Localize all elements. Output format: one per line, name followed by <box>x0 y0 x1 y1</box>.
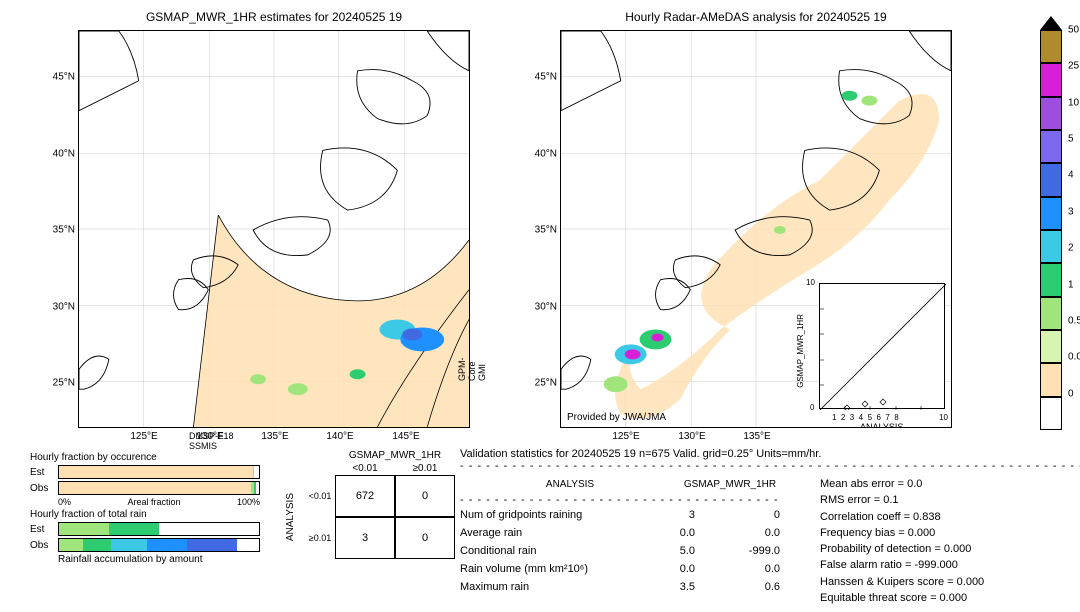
map-left-svg <box>79 31 469 427</box>
occ-obs-label: Obs <box>30 483 58 494</box>
stats-table: Num of gridpoints raining30Average rain0… <box>460 506 780 596</box>
tick: 145°E <box>392 427 419 442</box>
occ-axis-r: 100% <box>237 497 260 507</box>
occ-est-bar <box>58 465 260 479</box>
ct-cell-01: 0 <box>395 475 455 517</box>
tick: 40°N <box>53 149 79 160</box>
stats-dash2: - - - - - - - - - - - - - - - - - - - - … <box>460 494 780 506</box>
tr-est-label: Est <box>30 524 58 535</box>
tick: 45°N <box>535 72 561 83</box>
stats-colhead-a: ANALYSIS <box>530 476 610 494</box>
totalrain-title: Hourly fraction of total rain <box>30 509 260 520</box>
tick: 130°E <box>678 427 705 442</box>
stats-block: Validation statistics for 20240525 19 n=… <box>460 448 1080 606</box>
tick: 25°N <box>535 378 561 389</box>
sat-note-gmi: GPM-CoreGMI <box>457 358 487 382</box>
stats-dash: - - - - - - - - - - - - - - - - - - - - … <box>460 460 1080 472</box>
sat-note-ssmis: DMSP-F18SSMIS <box>189 431 234 451</box>
tick: 35°N <box>535 225 561 236</box>
tick: 140°E <box>326 427 353 442</box>
stats-metrics: Mean abs error = 0.0RMS error = 0.1Corre… <box>820 476 984 606</box>
scatter-ylabel: GSMAP_MWR_1HR <box>796 314 805 388</box>
tick: 125°E <box>612 427 639 442</box>
scatter-xtick: 10 <box>939 413 948 422</box>
map-right: 10 0 10 ANALYSIS GSMAP_MWR_1HR 1 2 3 4 5… <box>560 30 952 428</box>
ct-cell-11: 0 <box>395 517 455 559</box>
occ-est-label: Est <box>30 467 58 478</box>
ct-title: GSMAP_MWR_1HR <box>335 450 455 461</box>
tick: 25°N <box>53 378 79 389</box>
colorbar: 502510543210.50.010 <box>1040 30 1062 430</box>
tick: 135°E <box>743 427 770 442</box>
ct-row-1: ≥0.01 <box>305 533 335 543</box>
scatter-plot: 10 0 10 ANALYSIS GSMAP_MWR_1HR 1 2 3 4 5… <box>819 283 945 409</box>
tick: 40°N <box>535 149 561 160</box>
scatter-ytick: 10 <box>806 278 815 287</box>
totalrain-caption: Rainfall accumulation by amount <box>58 554 260 565</box>
provided-by: Provided by JWA/JMA <box>567 412 666 423</box>
contingency-table: GSMAP_MWR_1HR <0.01 ≥0.01 ANALYSIS <0.01… <box>285 450 455 559</box>
stats-colhead-b: GSMAP_MWR_1HR <box>680 476 780 494</box>
tick: 45°N <box>53 72 79 83</box>
scatter-xticks: 1 2 3 4 5 6 7 8 <box>832 413 899 422</box>
occ-obs-bar <box>58 481 260 495</box>
ct-col-1: ≥0.01 <box>395 463 455 474</box>
tick: 30°N <box>535 302 561 313</box>
ct-cell-10: 3 <box>335 517 395 559</box>
ct-row-0: <0.01 <box>305 491 335 501</box>
occ-axis-l: 0% <box>58 497 71 507</box>
stats-header: Validation statistics for 20240525 19 n=… <box>460 448 1080 460</box>
ct-cell-00: 672 <box>335 475 395 517</box>
tick: 30°N <box>53 302 79 313</box>
tick: 125°E <box>130 427 157 442</box>
map-left: 45°N 40°N 35°N 30°N 25°N 125°E 130°E 135… <box>78 30 470 428</box>
occ-axis-m: Areal fraction <box>127 497 180 507</box>
tr-est-bar <box>58 522 260 536</box>
ct-col-0: <0.01 <box>335 463 395 474</box>
occurrence-block: Hourly fraction by occurence Est Obs 0% A… <box>30 450 260 567</box>
tick: 135°E <box>261 427 288 442</box>
ct-side: ANALYSIS <box>285 493 305 541</box>
tick: 35°N <box>53 225 79 236</box>
map-right-title: Hourly Radar-AMeDAS analysis for 2024052… <box>560 10 952 24</box>
tr-obs-bar <box>58 538 260 552</box>
scatter-ytick: 0 <box>810 403 814 412</box>
scatter-xlabel: ANALYSIS <box>860 422 903 427</box>
map-left-title: GSMAP_MWR_1HR estimates for 20240525 19 <box>78 10 470 24</box>
tr-obs-label: Obs <box>30 540 58 551</box>
occurrence-title: Hourly fraction by occurence <box>30 452 260 463</box>
